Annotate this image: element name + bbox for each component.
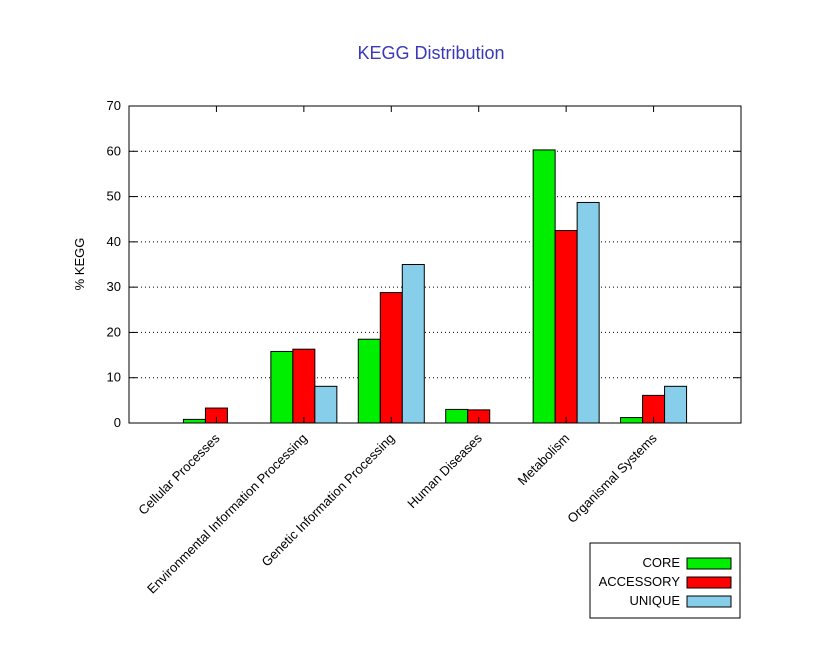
grid-lines (129, 150, 741, 379)
x-tick-label: Organismal Systems (564, 430, 660, 526)
legend-label-unique: UNIQUE (629, 593, 680, 608)
legend-swatch-core (686, 557, 732, 570)
y-axis-ticks: 0 10 20 30 40 50 60 70 (107, 98, 741, 430)
plot-frame (128, 105, 742, 424)
legend-label-accessory: ACCESSORY (599, 574, 681, 589)
bar-unique-2 (401, 264, 425, 424)
legend-swatch-unique (686, 595, 732, 608)
x-tick-label: Metabolism (515, 431, 573, 489)
bars-group (182, 149, 688, 424)
bar-core-0 (182, 418, 206, 424)
bar-accessory-2 (379, 292, 403, 424)
y-tick-label: 40 (107, 234, 121, 249)
x-tick-label: Environmental Information Processing (144, 431, 310, 597)
x-tick-label: Cellular Processes (135, 430, 223, 518)
legend-swatch-accessory (686, 576, 732, 589)
y-tick-label: 70 (107, 98, 121, 113)
bar-core-3 (445, 408, 469, 424)
legend-label-core: CORE (642, 555, 680, 570)
y-tick-label: 30 (107, 279, 121, 294)
y-tick-label: 10 (107, 370, 121, 385)
bar-unique-5 (664, 385, 688, 424)
y-tick-label: 20 (107, 324, 121, 339)
legend: CORE ACCESSORY UNIQUE (589, 542, 741, 619)
bar-core-4 (532, 149, 556, 424)
bar-core-5 (620, 417, 644, 424)
chart-title: KEGG Distribution (357, 43, 504, 63)
bar-core-1 (270, 350, 294, 424)
bar-accessory-4 (554, 230, 578, 424)
bar-accessory-1 (292, 348, 316, 424)
y-tick-label: 0 (114, 415, 121, 430)
bar-unique-1 (314, 385, 338, 424)
y-tick-label: 50 (107, 189, 121, 204)
y-axis-label: % KEGG (72, 238, 87, 291)
x-tick-label: Human Diseases (404, 430, 485, 511)
y-tick-label: 60 (107, 143, 121, 158)
bar-unique-4 (576, 201, 600, 424)
bar-core-2 (357, 338, 381, 424)
